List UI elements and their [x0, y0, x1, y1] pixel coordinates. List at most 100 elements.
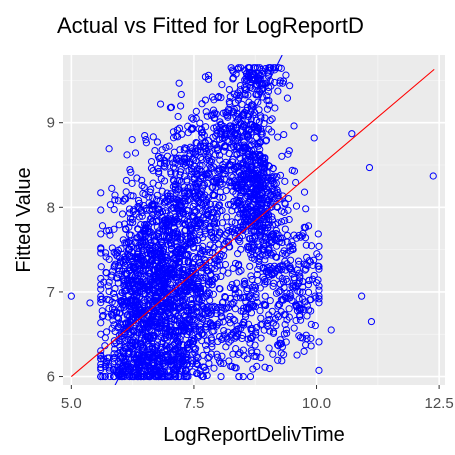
data-point — [228, 330, 236, 338]
data-point — [212, 257, 220, 265]
data-point — [175, 271, 183, 279]
data-point — [237, 307, 245, 315]
data-point — [239, 346, 247, 354]
data-point — [162, 270, 170, 278]
data-point — [278, 218, 286, 226]
data-point — [190, 212, 198, 221]
data-point — [102, 269, 111, 277]
data-point — [256, 183, 264, 191]
data-point — [155, 154, 163, 163]
data-point — [252, 331, 260, 339]
data-point — [266, 116, 274, 125]
data-point — [201, 73, 210, 81]
data-point — [288, 238, 296, 246]
data-point — [282, 71, 290, 79]
data-point — [172, 215, 181, 224]
data-point — [165, 232, 174, 241]
data-point — [106, 231, 114, 239]
data-point — [246, 235, 254, 243]
data-point — [225, 98, 233, 106]
data-point — [123, 151, 131, 159]
data-point — [229, 315, 237, 323]
data-point — [171, 372, 179, 381]
data-point — [180, 286, 189, 294]
data-point — [145, 267, 153, 275]
data-point — [181, 190, 189, 198]
data-point — [264, 220, 273, 228]
data-point — [150, 251, 159, 259]
data-point — [122, 307, 130, 315]
data-point — [193, 139, 201, 147]
data-point — [132, 297, 140, 305]
data-point — [207, 350, 215, 358]
data-point — [213, 320, 221, 328]
data-point — [246, 215, 254, 223]
data-point — [196, 273, 204, 281]
data-point — [268, 238, 276, 246]
data-point — [122, 176, 130, 185]
data-point — [204, 151, 212, 159]
data-point — [149, 167, 157, 175]
data-point — [170, 217, 179, 225]
data-point — [273, 203, 282, 211]
data-point — [110, 205, 118, 214]
data-point — [247, 272, 255, 280]
data-point — [204, 288, 212, 296]
data-point — [163, 233, 171, 241]
data-point — [236, 294, 245, 302]
data-point — [117, 369, 125, 378]
data-point — [263, 96, 271, 104]
data-point — [215, 193, 224, 201]
data-point — [314, 230, 322, 238]
data-point — [158, 265, 166, 274]
data-point — [192, 150, 200, 158]
data-point — [271, 194, 279, 203]
data-point — [214, 145, 222, 154]
data-point — [261, 277, 269, 286]
data-point — [195, 165, 204, 173]
data-point — [127, 168, 135, 176]
data-point — [256, 219, 264, 228]
data-point — [176, 235, 184, 244]
data-point — [256, 284, 264, 292]
data-point — [131, 149, 140, 157]
data-point — [103, 357, 111, 366]
data-point — [191, 180, 199, 188]
data-point — [285, 215, 293, 224]
data-point — [154, 313, 163, 321]
data-point — [253, 123, 261, 131]
data-point — [154, 165, 162, 173]
data-point — [274, 356, 282, 364]
data-point — [305, 276, 313, 285]
data-point — [257, 112, 265, 120]
data-point — [136, 238, 144, 246]
data-point — [204, 317, 212, 326]
data-point — [210, 244, 218, 252]
data-point — [223, 229, 231, 237]
data-point — [292, 178, 300, 187]
data-point — [190, 173, 199, 181]
data-point — [244, 192, 252, 200]
data-point — [116, 319, 124, 327]
data-point — [166, 104, 175, 112]
data-point — [196, 162, 204, 170]
data-point — [276, 234, 284, 242]
x-axis-title: LogReportDelivTime — [163, 424, 345, 446]
data-point — [238, 100, 246, 108]
data-point — [179, 365, 187, 374]
data-point — [166, 290, 174, 299]
data-point — [136, 205, 144, 213]
data-point — [243, 131, 252, 139]
data-point — [178, 265, 186, 273]
data-point — [302, 241, 310, 249]
data-point — [202, 219, 210, 228]
data-point — [227, 166, 235, 174]
data-point — [249, 212, 258, 221]
x-tick-label: 10.0 — [302, 395, 331, 412]
data-point — [210, 177, 218, 185]
data-point — [248, 334, 256, 343]
data-point — [174, 246, 182, 255]
data-point — [251, 150, 260, 158]
data-point — [252, 196, 260, 204]
